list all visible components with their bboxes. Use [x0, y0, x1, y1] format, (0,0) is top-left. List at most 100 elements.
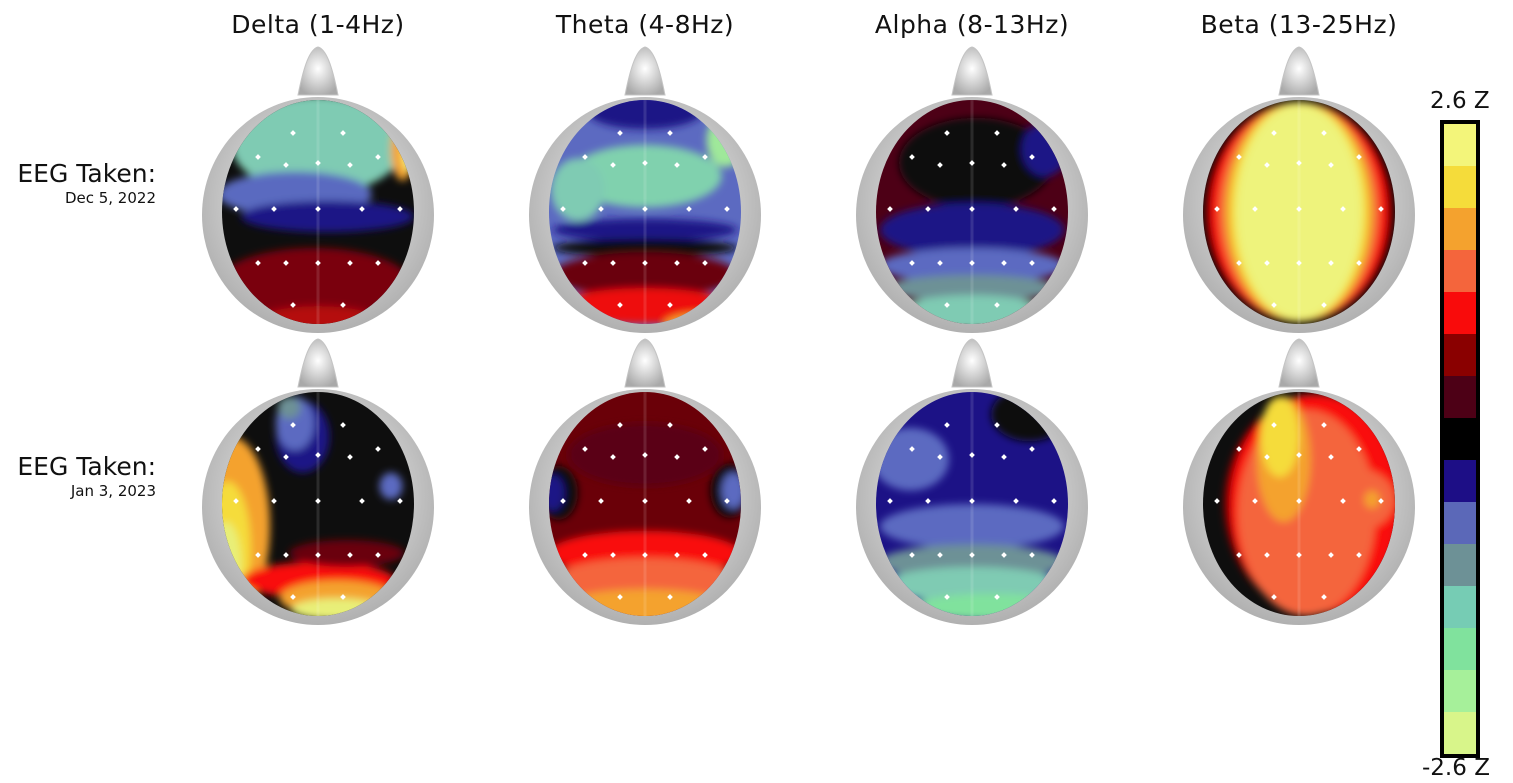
electrode-marker: [642, 498, 648, 504]
electrode-marker: [674, 260, 680, 266]
electrode-marker: [610, 162, 616, 168]
activation-region: [568, 144, 722, 208]
electrode-marker: [1328, 552, 1334, 558]
row-label-1: EEG Taken: Dec 5, 2022: [17, 160, 156, 208]
activation-region: [552, 557, 738, 603]
electrode-marker: [1001, 552, 1007, 558]
activation-region: [876, 427, 949, 491]
colorbar-segment: [1444, 544, 1476, 587]
row-label-title: EEG Taken:: [17, 452, 156, 481]
colorbar-segment: [1444, 712, 1476, 755]
electrode-marker: [1328, 260, 1334, 266]
electrode-marker: [283, 552, 289, 558]
activation-region: [1260, 396, 1299, 478]
electrode-marker: [1321, 302, 1327, 308]
electrode-marker: [994, 130, 1000, 136]
electrode-marker: [1029, 154, 1035, 160]
electrode-marker: [598, 206, 604, 212]
electrode-marker: [359, 498, 365, 504]
electrode-marker: [1252, 498, 1258, 504]
electrode-marker: [702, 154, 708, 160]
electrode-marker: [724, 206, 730, 212]
electrode-marker: [1296, 206, 1302, 212]
nose-shape: [297, 338, 339, 388]
electrode-marker: [969, 452, 975, 458]
topomap-theta-row1: [529, 46, 761, 333]
electrode-marker: [642, 206, 648, 212]
electrode-marker: [560, 498, 566, 504]
electrode-marker: [375, 154, 381, 160]
activation-region: [1364, 490, 1380, 509]
colorbar-segment: [1444, 208, 1476, 251]
electrode-marker: [598, 498, 604, 504]
electrode-marker: [315, 160, 321, 166]
electrode-marker: [702, 260, 708, 266]
electrode-marker: [925, 206, 931, 212]
colorbar-min-label: -2.6 Z: [1422, 755, 1490, 781]
electrode-marker: [582, 154, 588, 160]
electrode-marker: [909, 552, 915, 558]
electrode-marker: [674, 162, 680, 168]
activation-region: [277, 396, 301, 419]
electrode-marker: [315, 452, 321, 458]
row-label-date: Jan 3, 2023: [70, 482, 156, 500]
electrode-marker: [1013, 206, 1019, 212]
activation-region: [552, 238, 738, 257]
colorbar-frame: [1440, 120, 1480, 758]
electrode-marker: [340, 130, 346, 136]
activation-region: [550, 158, 605, 221]
electrode-marker: [347, 162, 353, 168]
electrode-marker: [1296, 260, 1302, 266]
electrode-marker: [1356, 552, 1362, 558]
electrode-marker: [582, 552, 588, 558]
electrode-marker: [887, 498, 893, 504]
electrode-marker: [1328, 454, 1334, 460]
electrode-marker: [1001, 260, 1007, 266]
electrode-marker: [283, 260, 289, 266]
electrode-marker: [1051, 498, 1057, 504]
electrode-marker: [315, 206, 321, 212]
electrode-marker: [340, 302, 346, 308]
electrode-marker: [1236, 154, 1242, 160]
electrode-marker: [1321, 422, 1327, 428]
electrode-marker: [1001, 162, 1007, 168]
electrode-marker: [582, 260, 588, 266]
electrode-marker: [610, 552, 616, 558]
electrode-marker: [1356, 260, 1362, 266]
electrode-marker: [290, 302, 296, 308]
electrode-marker: [375, 260, 381, 266]
row-label-date: Dec 5, 2022: [64, 189, 156, 207]
electrode-marker: [1271, 422, 1277, 428]
electrode-marker: [1340, 498, 1346, 504]
electrode-marker: [674, 454, 680, 460]
electrode-marker: [1214, 206, 1220, 212]
electrode-marker: [315, 498, 321, 504]
electrode-marker: [937, 162, 943, 168]
activation-region: [552, 218, 738, 242]
nose-shape: [297, 46, 339, 96]
electrode-marker: [1236, 260, 1242, 266]
electrode-marker: [347, 552, 353, 558]
electrode-marker: [375, 552, 381, 558]
topomap-delta-row1: [202, 46, 434, 333]
band-title-alpha: Alpha (8-13Hz): [874, 10, 1070, 39]
electrode-marker: [925, 498, 931, 504]
electrode-marker: [674, 552, 680, 558]
electrode-marker: [1378, 206, 1384, 212]
electrode-marker: [1252, 206, 1258, 212]
electrode-marker: [271, 498, 277, 504]
electrode-marker: [944, 422, 950, 428]
nose-shape: [624, 338, 666, 388]
electrode-marker: [1051, 206, 1057, 212]
electrode-marker: [969, 206, 975, 212]
electrode-marker: [1029, 260, 1035, 266]
colorbar-segment: [1444, 292, 1476, 335]
topomap-beta-row2: [1183, 338, 1415, 625]
electrode-marker: [397, 206, 403, 212]
electrode-marker: [969, 552, 975, 558]
electrode-marker: [1328, 162, 1334, 168]
electrode-marker: [909, 154, 915, 160]
electrode-marker: [271, 206, 277, 212]
electrode-marker: [969, 160, 975, 166]
electrode-marker: [1271, 302, 1277, 308]
